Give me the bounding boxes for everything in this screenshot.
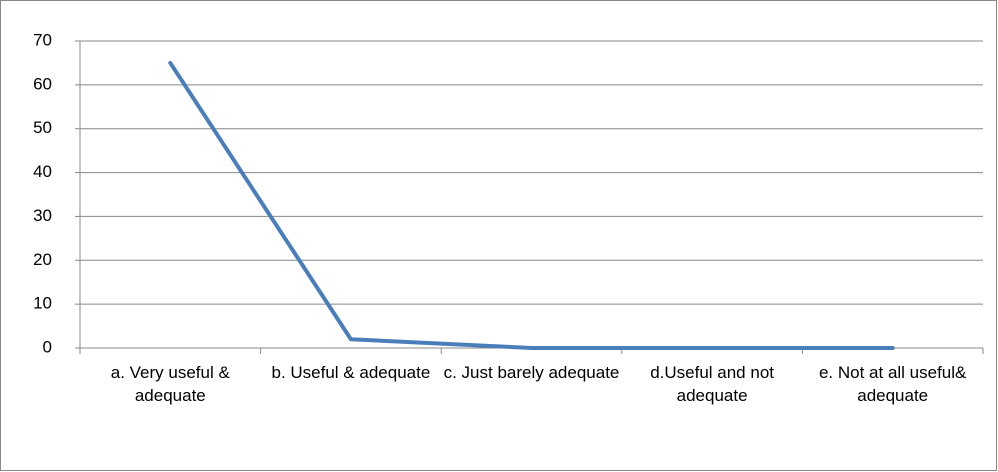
- y-tick-label: 10: [33, 294, 52, 313]
- line-series: [168, 60, 895, 350]
- y-tick-label: 40: [33, 162, 52, 181]
- x-tick-label: a. Very useful & adequate: [110, 363, 230, 405]
- y-tick-label: 0: [43, 337, 52, 356]
- y-tick-label: 30: [33, 206, 52, 225]
- x-tick-label: c. Just barely adequate: [443, 363, 620, 382]
- y-tick-label: 60: [33, 74, 52, 93]
- x-tick-label: b. Useful & adequate: [271, 363, 431, 382]
- y-tick-label: 50: [33, 118, 52, 137]
- y-tick-label: 70: [33, 30, 52, 49]
- x-tick-label: d.Useful and not adequate: [650, 363, 774, 405]
- y-tick-label: 20: [33, 250, 52, 269]
- x-tick-label: e. Not at all useful& adequate: [818, 363, 967, 405]
